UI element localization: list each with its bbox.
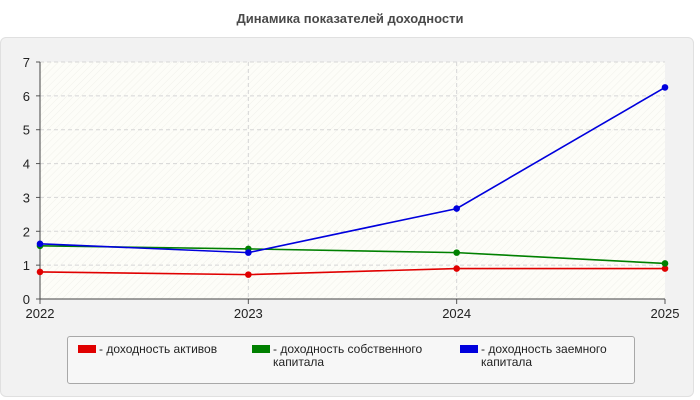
plot-area [40,62,665,299]
data-point [661,84,669,91]
series-line-2 [39,86,666,254]
x-tick-label: 2024 [442,306,471,321]
legend-label: - доходность собственного капитала [273,342,423,369]
data-point [453,205,460,212]
chart-legend: - доходность активов - доходность собств… [67,336,635,384]
data-point [36,268,44,276]
data-point [453,249,460,256]
x-tick-label: 2022 [26,306,55,321]
y-tick-label: 3 [23,190,30,205]
data-point [453,265,460,272]
legend-swatch-blue [460,345,478,353]
x-tick-label: 2025 [651,306,680,321]
series-line-0 [39,267,665,276]
y-tick-label: 7 [23,55,30,70]
legend-item: - доходность заемного капитала [460,343,630,369]
data-point [36,240,44,248]
chart-title: Динамика показателей доходности [236,11,464,26]
y-tick-label: 0 [23,292,30,307]
y-tick-label: 6 [23,89,30,104]
data-point [245,271,252,278]
legend-swatch-red [78,345,96,353]
data-point [661,260,669,267]
legend-label: - доходность активов [99,342,218,356]
x-tick-label: 2023 [234,306,263,321]
y-tick-label: 4 [23,157,30,172]
data-point [245,249,252,256]
y-tick-label: 1 [23,258,30,273]
data-point [661,265,669,272]
y-tick-label: 2 [23,224,30,239]
legend-swatch-green [252,345,270,353]
y-tick-label: 5 [23,123,30,138]
legend-item: - доходность собственного капитала [252,343,442,369]
legend-item: - доходность активов [78,343,238,356]
series-line-1 [39,245,666,265]
legend-label: - доходность заемного капитала [481,342,607,369]
